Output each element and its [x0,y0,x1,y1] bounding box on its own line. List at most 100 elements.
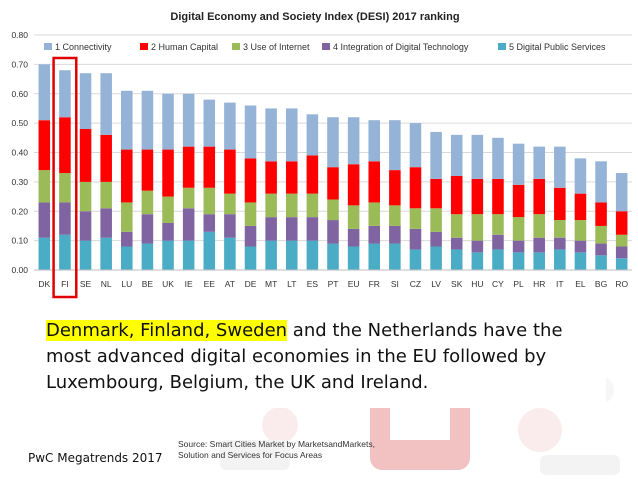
bar-segment [615,173,628,212]
bar-segment [265,161,277,194]
legend-label: 1 Connectivity [55,42,112,52]
bar-segment [430,246,442,270]
bar-segment [450,249,463,270]
bar-segment [595,225,607,244]
bar-segment [182,146,195,188]
bar-segment [492,214,504,235]
bar-segment [615,258,628,270]
bar-segment [574,193,587,221]
bar-segment [471,178,484,215]
highlight-rectangle [52,56,78,299]
bar-segment [59,117,71,174]
bar-segment [38,202,51,238]
bar-segment [162,149,174,197]
bar-segment [121,202,133,232]
bar-segment [121,246,133,270]
bar-segment [595,161,607,203]
bar-segment [203,146,216,188]
source-note: Source: Smart Cities Market by Marketsan… [178,439,375,461]
bar-segment [492,249,504,270]
credit-text: PwC Megatrends 2017 [28,451,163,465]
x-tick-label: LT [287,279,296,289]
bar-segment [389,205,401,226]
bar-segment [347,164,360,206]
x-tick-label: HU [471,279,483,289]
bar-segment [595,243,607,256]
desi-chart: Digital Economy and Society Index (DESI)… [11,11,632,299]
bar-segment [492,137,504,179]
bar-segment [203,99,216,147]
bar-segment [38,64,51,121]
bar-segment [430,131,442,179]
bar-segment [615,211,628,235]
legend-swatch [140,43,148,50]
highlight-box [52,56,78,299]
bar-segment [306,217,319,241]
bar-segment [244,202,257,226]
x-tick-label: DK [38,279,50,289]
legend-label: 3 Use of Internet [243,42,310,52]
bar-segment [79,240,92,270]
bar-segment [182,187,195,209]
x-tick-label: AT [225,279,235,289]
legend-label: 2 Human Capital [151,42,218,52]
smart-city-illustration [220,376,620,475]
bar-segment [141,190,154,215]
x-tick-label: CZ [410,279,421,289]
bar-segment [244,225,257,247]
bar-segment [512,240,525,253]
bar-segment [389,120,401,171]
x-tick-label: LU [121,279,132,289]
bar-segment [141,149,154,191]
bar-segment [574,220,587,241]
bar-segment [100,181,112,209]
bar-segment [615,246,628,259]
bar-segment [38,237,51,270]
x-tick-label: SK [451,279,463,289]
x-tick-label: MT [265,279,277,289]
legend-swatch [232,43,240,50]
bar-segment [512,184,525,218]
x-tick-label: SE [80,279,92,289]
bar-segment [100,237,112,270]
bar-segment [347,117,360,165]
bar-segment [59,173,71,203]
x-tick-label: LV [431,279,441,289]
y-tick-label: 0.40 [11,148,28,158]
bar-segment [492,234,504,250]
bar-segment [306,155,319,194]
legend-swatch [498,43,506,50]
bar-segment [121,231,133,247]
bar-segment [327,167,339,200]
bar-segment [244,105,257,159]
x-tick-label: EL [575,279,586,289]
bar-segment [79,211,92,241]
bar-segment [574,158,587,194]
bar-segment [306,193,319,218]
bar-segment [409,208,422,229]
y-axis: 0.00 0.10 0.20 0.30 0.40 0.50 0.60 0.70 0.80 [11,30,28,275]
bar-segment [265,240,277,270]
bar-segment [38,170,51,203]
y-tick-label: 0.20 [11,206,28,216]
bar-segment [100,134,112,182]
bar-segment [512,252,525,270]
bar-segment [121,90,133,150]
y-tick-label: 0.50 [11,118,28,128]
x-tick-label: UK [162,279,174,289]
bar-segment [430,231,442,247]
bar-segment [554,146,566,188]
x-tick-label: FR [369,279,380,289]
bar-segment [471,214,484,241]
bar-segment [450,134,463,176]
x-tick-label: FI [61,279,69,289]
bar-segment [79,181,92,212]
bar-segment [224,102,236,150]
bar-segment [389,225,401,244]
bar-segment [224,214,236,238]
bar-segment [79,73,92,129]
y-tick-label: 0.80 [11,30,28,40]
bar-segment [327,117,339,168]
y-tick-label: 0.30 [11,177,28,187]
x-axis: DK FI SE NL LU BE UK IE EE AT DE MT LT ES PT EU FR SI CZ LV… [34,269,632,289]
